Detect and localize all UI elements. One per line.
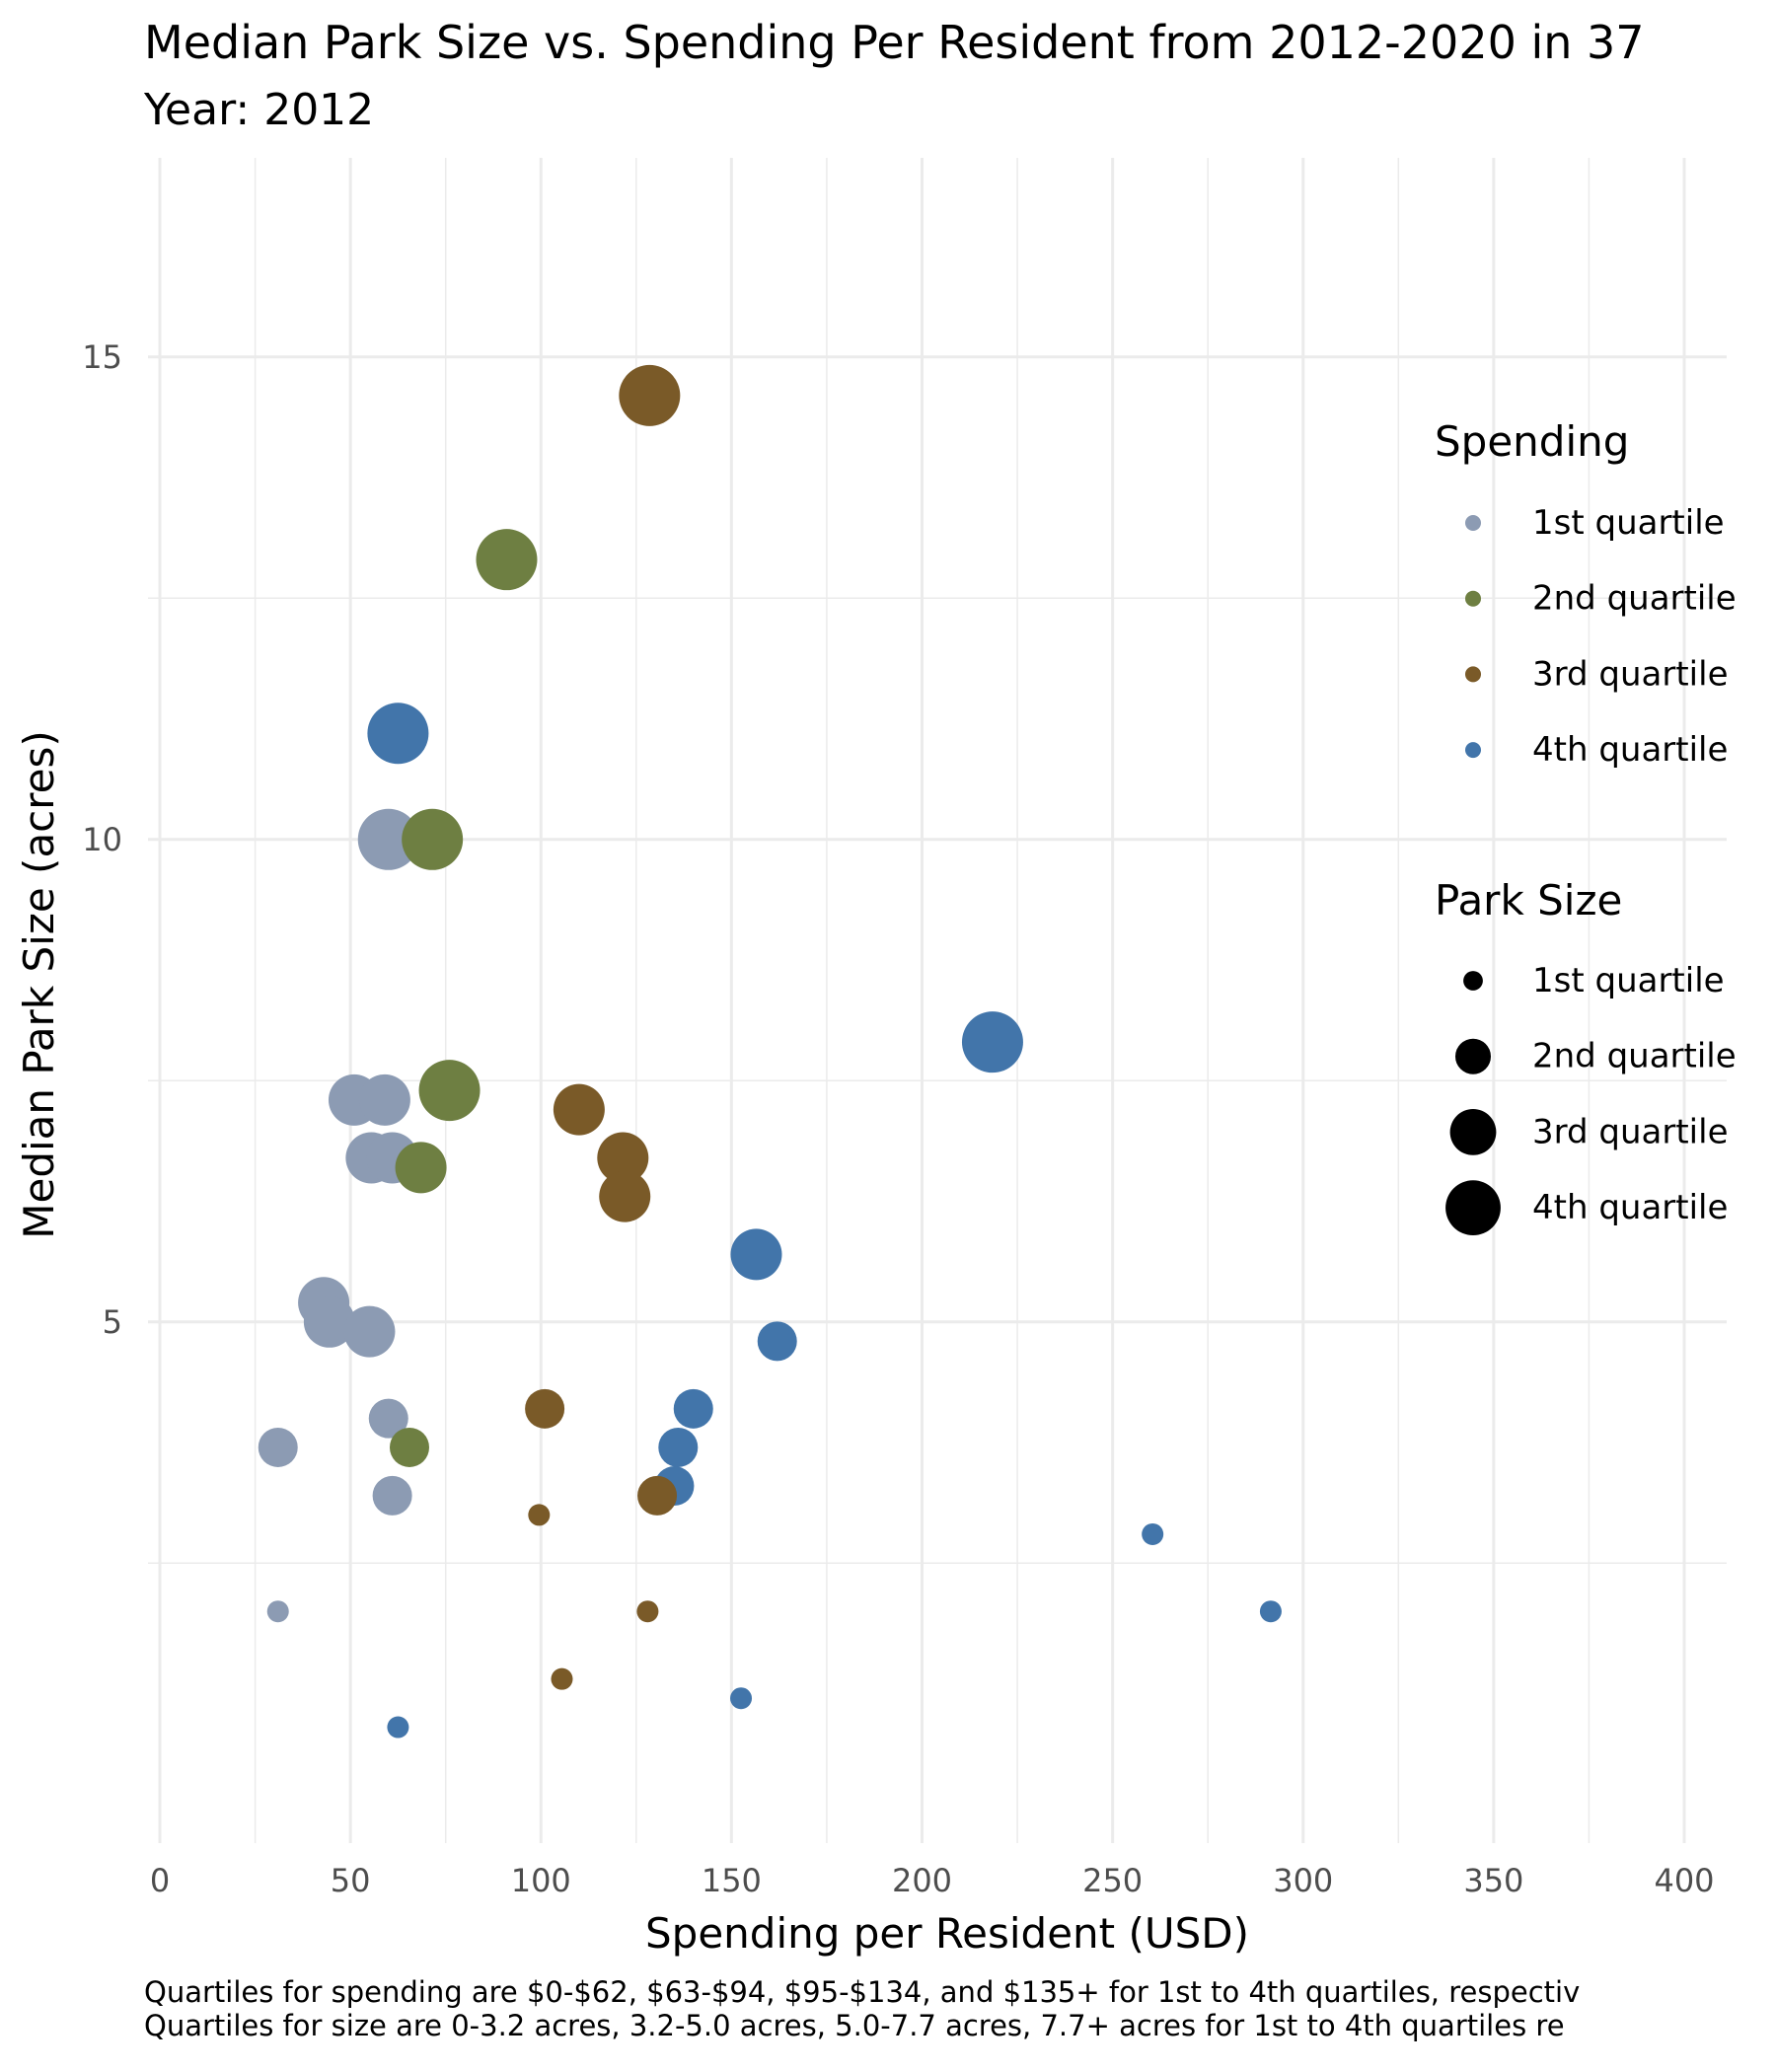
y-tick-label: 5 [103, 1303, 122, 1341]
data-point [757, 1321, 797, 1362]
x-tick-label: 0 [150, 1862, 170, 1899]
legend-swatch [1465, 666, 1481, 683]
minor-gridlines [148, 158, 1727, 1843]
data-point [551, 1667, 573, 1690]
caption-line-2: Quartiles for size are 0-3.2 acres, 3.2-… [144, 2009, 1565, 2042]
data-point [357, 808, 419, 870]
data-point [418, 1060, 481, 1122]
data-point [258, 1427, 298, 1467]
data-point [476, 529, 538, 591]
data-points [258, 364, 1282, 1739]
data-point [402, 808, 464, 870]
data-point [1259, 1600, 1282, 1623]
data-point [525, 1388, 565, 1429]
x-tick-label: 350 [1463, 1862, 1523, 1899]
data-point [395, 1142, 447, 1194]
y-tick-label: 10 [82, 821, 122, 858]
x-tick-label: 300 [1273, 1862, 1333, 1899]
x-tick-label: 100 [511, 1862, 571, 1899]
legend-size-swatch [1455, 1038, 1491, 1074]
data-point [387, 1716, 409, 1739]
legend-swatch [1465, 515, 1481, 531]
x-axis-label: Spending per Resident (USD) [645, 1909, 1249, 1958]
legend-label: 2nd quartile [1532, 1037, 1737, 1076]
scatter-plot: 0 50 100 150 200 250 300 350 400 5 10 15 Spending … [15, 158, 1737, 1958]
x-tick-label: 50 [331, 1862, 371, 1899]
legend-label: 4th quartile [1532, 1188, 1728, 1227]
legend-swatch [1465, 590, 1481, 607]
y-axis-ticks: 5 10 15 [82, 338, 122, 1341]
x-tick-label: 150 [702, 1862, 762, 1899]
caption-line-1: Quartiles for spending are $0-$62, $63-$… [144, 1975, 1581, 2009]
legend-size-swatch [1449, 1109, 1497, 1155]
data-point [730, 1687, 753, 1710]
data-point [599, 1170, 651, 1222]
data-point [1142, 1522, 1164, 1545]
chart-subtitle: Year: 2012 [144, 85, 375, 135]
data-point [636, 1600, 659, 1623]
data-point [673, 1388, 713, 1429]
legend-label: 4th quartile [1532, 730, 1728, 770]
data-point [367, 703, 429, 765]
y-tick-label: 15 [82, 338, 122, 376]
data-point [619, 364, 681, 426]
legend-label: 2nd quartile [1532, 579, 1737, 619]
data-point [553, 1083, 605, 1136]
x-tick-label: 200 [892, 1862, 952, 1899]
legend-swatch [1465, 742, 1481, 759]
data-point [637, 1475, 678, 1516]
data-point [358, 1073, 410, 1126]
legend-label: 1st quartile [1532, 503, 1725, 543]
data-point [961, 1011, 1023, 1073]
data-point [658, 1427, 699, 1467]
data-point [368, 1398, 408, 1439]
data-point [266, 1600, 289, 1623]
y-axis-label: Median Park Size (acres) [15, 730, 63, 1238]
legend-label: 3rd quartile [1532, 654, 1729, 694]
data-point [372, 1475, 412, 1516]
data-point [730, 1228, 782, 1281]
major-gridlines [148, 158, 1727, 1843]
data-point [597, 1132, 649, 1184]
x-tick-label: 400 [1654, 1862, 1714, 1899]
legend-spending-title: Spending [1435, 417, 1629, 466]
x-axis-ticks: 0 50 100 150 200 250 300 350 400 [150, 1862, 1715, 1899]
data-point [303, 1295, 355, 1348]
legend-label: 1st quartile [1532, 961, 1725, 1000]
data-point [528, 1504, 551, 1526]
legends: Spending 1st quartile 2nd quartile 3rd quar… [1435, 417, 1737, 1235]
legend-parksize-title: Park Size [1435, 876, 1622, 925]
legend-label: 3rd quartile [1532, 1112, 1729, 1151]
chart-title: Median Park Size vs. Spending Per Reside… [144, 16, 1645, 69]
legend-size-swatch [1463, 971, 1483, 991]
data-point [389, 1427, 429, 1467]
x-tick-label: 250 [1082, 1862, 1143, 1899]
legend-size-swatch [1445, 1180, 1501, 1235]
data-point [343, 1305, 396, 1358]
